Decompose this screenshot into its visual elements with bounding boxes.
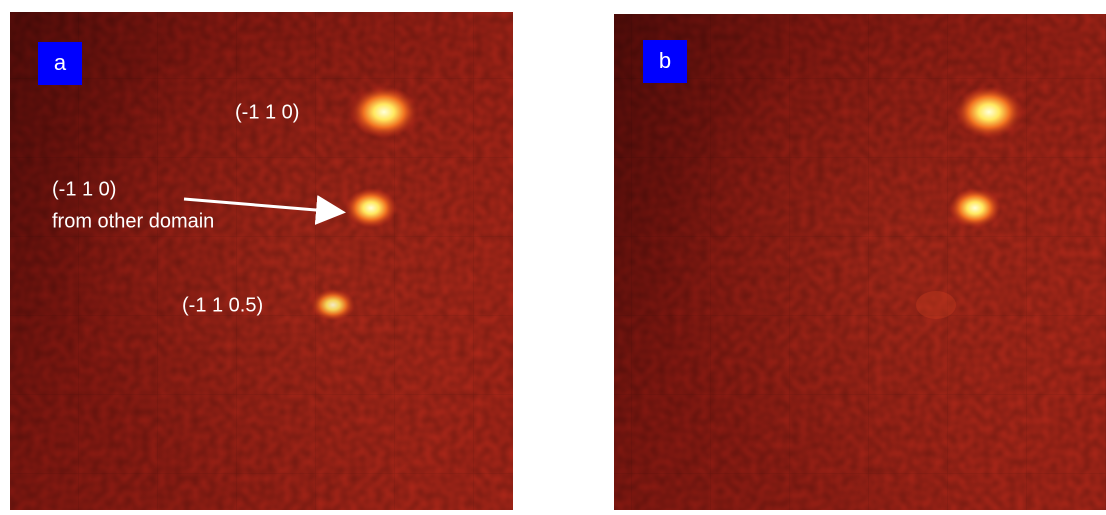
bright-spot	[955, 86, 1023, 138]
body: {"panels": [ {"label": "a", "annotations…	[0, 0, 1106, 510]
bright-spot	[345, 188, 397, 228]
panel-grid	[10, 12, 513, 510]
annotation: (-1 1 0.5)	[182, 294, 263, 316]
faint-spot	[916, 291, 956, 319]
page: html, body { margin: 0; padding: 0; back…	[0, 0, 1106, 510]
panel-b: b	[614, 14, 1106, 510]
panel-label: b	[659, 48, 671, 73]
panel-a: a (-1 1 0) (-1 1 0) from other domain (-…	[10, 12, 513, 510]
bright-spot	[350, 86, 418, 138]
panel-label: a	[54, 50, 67, 75]
annotation: from other domain	[52, 210, 214, 232]
figure: a (-1 1 0) (-1 1 0) from other domain (-…	[0, 0, 1106, 510]
bright-spot	[311, 289, 355, 321]
bright-spot	[949, 188, 1001, 228]
annotation: (-1 1 0)	[52, 178, 116, 200]
annotation: (-1 1 0)	[235, 101, 299, 123]
panel-grid	[614, 14, 1106, 510]
